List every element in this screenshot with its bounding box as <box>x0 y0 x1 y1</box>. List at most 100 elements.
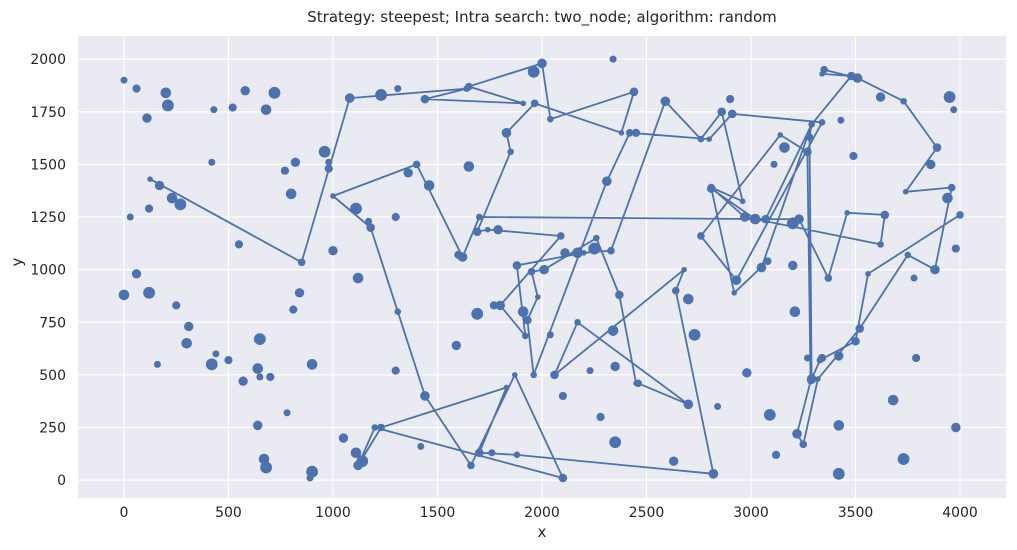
route-point <box>629 87 639 97</box>
route-point <box>634 379 642 388</box>
route-point <box>394 308 402 316</box>
y-tick-label: 0 <box>57 473 66 489</box>
data-point <box>181 337 192 349</box>
data-point <box>423 180 435 191</box>
route-point <box>865 271 871 277</box>
data-point <box>238 376 248 386</box>
data-point <box>771 450 781 459</box>
data-point <box>817 353 827 363</box>
data-point <box>779 142 790 153</box>
y-tick-label: 2000 <box>30 52 66 68</box>
route-point <box>697 232 705 240</box>
data-point <box>786 217 799 230</box>
y-tick-label: 500 <box>39 368 66 384</box>
data-point <box>875 92 886 102</box>
route-point <box>420 391 430 401</box>
data-point <box>749 213 761 225</box>
data-point <box>489 301 499 310</box>
data-point <box>224 356 233 365</box>
route-point <box>799 440 808 449</box>
data-point <box>417 442 425 450</box>
route-point <box>851 336 860 346</box>
route-point <box>806 374 817 384</box>
data-point <box>926 159 936 170</box>
data-point <box>280 166 290 175</box>
data-point <box>118 289 130 301</box>
route-point <box>717 107 727 117</box>
data-point <box>260 461 273 474</box>
data-point <box>586 367 594 375</box>
route-point <box>593 234 600 242</box>
data-point <box>205 358 218 371</box>
data-point <box>609 436 622 449</box>
route-point <box>377 423 385 432</box>
x-tick-label: 4000 <box>942 505 978 521</box>
route-point <box>777 132 784 138</box>
data-point <box>234 240 244 249</box>
data-point <box>912 353 921 363</box>
data-point <box>493 224 503 235</box>
data-point <box>126 213 134 221</box>
route-point <box>792 429 802 439</box>
route-point <box>900 97 907 105</box>
data-point <box>350 202 362 215</box>
route-point <box>671 286 680 295</box>
data-point <box>546 331 554 339</box>
data-point <box>668 456 679 466</box>
route-point <box>507 148 514 156</box>
route-point <box>681 266 687 273</box>
route-point <box>512 372 518 378</box>
data-point <box>142 113 152 123</box>
chart-title: Strategy: steepest; Intra search: two_no… <box>307 8 776 27</box>
data-point <box>726 95 735 104</box>
route-point <box>805 133 814 141</box>
data-point <box>120 76 128 84</box>
route-point <box>513 451 521 459</box>
route-point <box>474 448 484 458</box>
route-point <box>495 300 505 311</box>
x-tick-label: 2000 <box>524 505 560 521</box>
data-point <box>294 288 305 298</box>
data-point <box>391 366 400 375</box>
route-point <box>877 241 884 248</box>
data-point <box>253 333 266 345</box>
data-point <box>356 455 369 468</box>
data-point <box>609 55 617 63</box>
route-point <box>930 264 940 275</box>
route-point <box>739 198 746 205</box>
data-point <box>212 350 220 358</box>
data-point <box>166 192 178 204</box>
route-point <box>366 223 375 232</box>
data-point <box>683 293 694 305</box>
x-tick-label: 1000 <box>315 505 351 521</box>
data-point <box>161 99 174 112</box>
data-point <box>240 86 250 96</box>
data-point <box>560 248 570 258</box>
route-point <box>420 94 430 104</box>
data-point <box>394 85 402 93</box>
data-point <box>253 420 263 431</box>
data-point <box>391 212 400 222</box>
data-point <box>943 91 956 103</box>
route-point <box>501 128 512 138</box>
route-point <box>763 257 772 266</box>
data-point <box>527 65 540 78</box>
x-tick-label: 0 <box>120 505 129 521</box>
route-point <box>947 183 956 192</box>
route-point <box>852 73 863 83</box>
route-point <box>739 212 750 222</box>
data-point <box>832 467 845 480</box>
route-point <box>344 93 355 103</box>
route-point <box>660 96 671 107</box>
route-point <box>820 65 828 74</box>
data-point <box>306 474 314 482</box>
data-point <box>208 158 216 166</box>
data-point <box>951 422 961 433</box>
data-point <box>325 158 333 166</box>
route-point <box>615 290 624 300</box>
data-point <box>289 305 298 314</box>
y-tick-label: 1750 <box>30 105 66 121</box>
route-point <box>818 118 826 126</box>
route-point <box>530 371 537 379</box>
data-point <box>834 351 844 361</box>
